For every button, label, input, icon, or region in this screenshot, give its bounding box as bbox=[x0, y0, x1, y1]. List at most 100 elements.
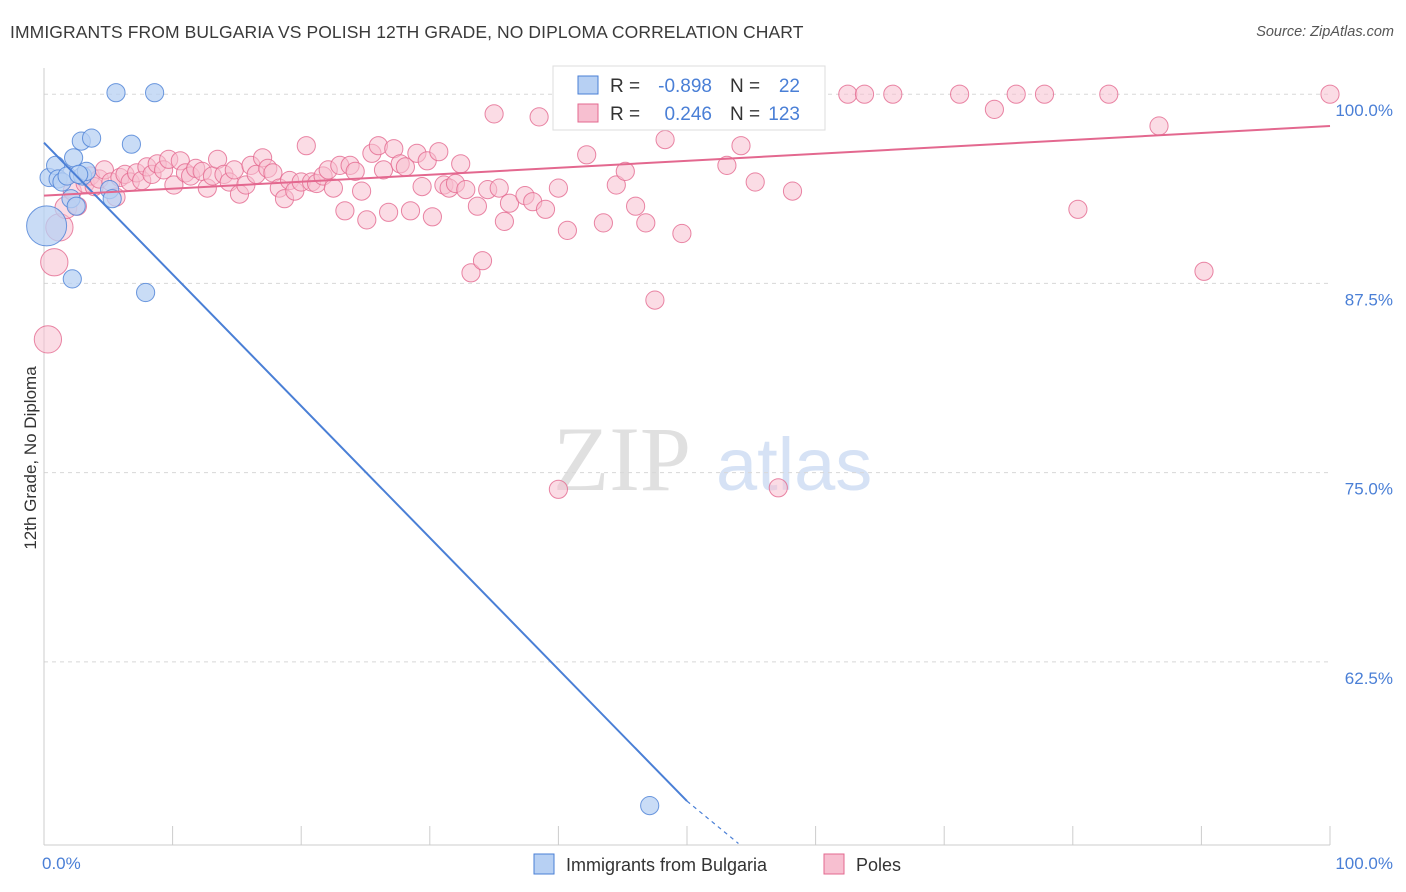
legend-label-bulgaria: Immigrants from Bulgaria bbox=[566, 855, 768, 875]
data-point bbox=[145, 83, 165, 103]
trend-layer bbox=[43, 125, 1331, 844]
data-point bbox=[557, 220, 577, 240]
data-point bbox=[548, 479, 568, 499]
data-point bbox=[636, 213, 656, 233]
series-bulgaria bbox=[26, 83, 660, 816]
x-tick-label-max: 100.0% bbox=[1335, 854, 1393, 873]
trend-line-extension bbox=[686, 800, 739, 844]
data-point bbox=[33, 325, 63, 354]
data-point bbox=[69, 164, 89, 184]
data-point bbox=[838, 84, 858, 104]
data-point bbox=[64, 148, 84, 168]
data-point bbox=[323, 178, 343, 198]
data-point bbox=[731, 136, 751, 156]
data-point bbox=[451, 154, 471, 174]
data-point bbox=[883, 84, 903, 104]
data-point bbox=[1194, 261, 1214, 281]
watermark-atlas: atlas bbox=[716, 423, 872, 506]
data-point bbox=[717, 155, 737, 175]
data-point bbox=[606, 175, 626, 195]
data-point bbox=[984, 99, 1004, 119]
data-point bbox=[461, 263, 481, 283]
stats-n-label-1: N = bbox=[730, 76, 760, 97]
axes bbox=[43, 68, 1331, 846]
data-point bbox=[296, 136, 316, 156]
data-point bbox=[1006, 84, 1026, 104]
stats-n-label-2: N = bbox=[730, 104, 760, 125]
data-point bbox=[1149, 116, 1169, 136]
y-tick-label: 75.0% bbox=[1345, 480, 1393, 499]
stats-legend-swatch-blue bbox=[577, 75, 599, 95]
data-point bbox=[782, 181, 803, 201]
source-credit: Source: ZipAtlas.com bbox=[1256, 24, 1394, 40]
data-point bbox=[456, 180, 476, 200]
data-point bbox=[615, 161, 635, 181]
stats-n-value-2: 123 bbox=[768, 104, 800, 125]
x-tick-label-min: 0.0% bbox=[42, 854, 81, 873]
data-point bbox=[26, 205, 68, 247]
watermark-zip: ZIP bbox=[553, 408, 691, 510]
stats-r-value-2: 0.246 bbox=[664, 104, 712, 125]
data-point bbox=[352, 181, 372, 201]
data-point bbox=[1320, 84, 1340, 104]
data-point bbox=[640, 796, 660, 816]
data-point bbox=[335, 201, 355, 221]
data-point bbox=[655, 130, 675, 150]
stats-n-value-1: 22 bbox=[779, 76, 800, 97]
stats-r-label-1: R = bbox=[610, 76, 640, 97]
data-point bbox=[121, 134, 141, 154]
data-point bbox=[593, 213, 613, 233]
data-point bbox=[66, 196, 86, 216]
data-point bbox=[645, 290, 665, 310]
data-point bbox=[472, 251, 493, 271]
data-point bbox=[1099, 84, 1119, 104]
data-point bbox=[82, 128, 102, 148]
y-tick-label: 100.0% bbox=[1335, 101, 1393, 120]
y-tick-label: 62.5% bbox=[1345, 669, 1393, 688]
y-axis-label: 12th Grade, No Diploma bbox=[21, 366, 40, 550]
data-point bbox=[62, 269, 82, 289]
data-point bbox=[499, 193, 520, 213]
data-point bbox=[136, 282, 156, 303]
legend-swatch-poles bbox=[823, 853, 845, 875]
data-point bbox=[373, 160, 394, 180]
data-point bbox=[379, 202, 399, 222]
stats-r-label-2: R = bbox=[610, 104, 640, 125]
data-point bbox=[224, 160, 244, 180]
data-point bbox=[412, 177, 432, 197]
data-point bbox=[1034, 84, 1055, 104]
data-point bbox=[529, 107, 549, 127]
data-point bbox=[467, 196, 487, 216]
data-point bbox=[106, 83, 126, 103]
bottom-legend: Immigrants from Bulgaria Poles bbox=[533, 853, 901, 875]
data-point bbox=[422, 207, 442, 227]
data-point bbox=[768, 478, 788, 498]
data-point bbox=[102, 189, 122, 209]
data-point bbox=[672, 223, 692, 244]
chart-title: IMMIGRANTS FROM BULGARIA VS POLISH 12TH … bbox=[10, 22, 804, 42]
stats-legend-swatch-pink bbox=[577, 103, 599, 123]
data-point bbox=[854, 84, 875, 104]
data-point bbox=[400, 201, 421, 221]
data-point bbox=[548, 178, 568, 198]
data-point bbox=[345, 161, 365, 181]
stats-legend: R = -0.898 N = 22 R = 0.246 N = 123 bbox=[552, 65, 826, 131]
y-tick-labels: 100.0% 87.5% 75.0% 62.5% bbox=[1335, 101, 1393, 688]
data-point bbox=[357, 210, 377, 230]
data-point bbox=[1068, 199, 1088, 219]
data-point bbox=[484, 104, 504, 124]
trend-line-bulgaria bbox=[43, 141, 688, 802]
y-tick-label: 87.5% bbox=[1345, 290, 1393, 309]
data-point bbox=[535, 199, 556, 219]
watermark: ZIP atlas bbox=[553, 408, 872, 510]
data-point bbox=[494, 211, 514, 231]
trend-line-poles bbox=[43, 125, 1331, 197]
data-point bbox=[745, 172, 765, 192]
x-tick-labels: 0.0% 100.0% bbox=[42, 854, 1393, 873]
data-point bbox=[626, 196, 646, 216]
data-point bbox=[40, 248, 69, 277]
data-point bbox=[489, 178, 509, 198]
stats-r-value-1: -0.898 bbox=[658, 76, 712, 97]
data-point bbox=[577, 145, 597, 165]
